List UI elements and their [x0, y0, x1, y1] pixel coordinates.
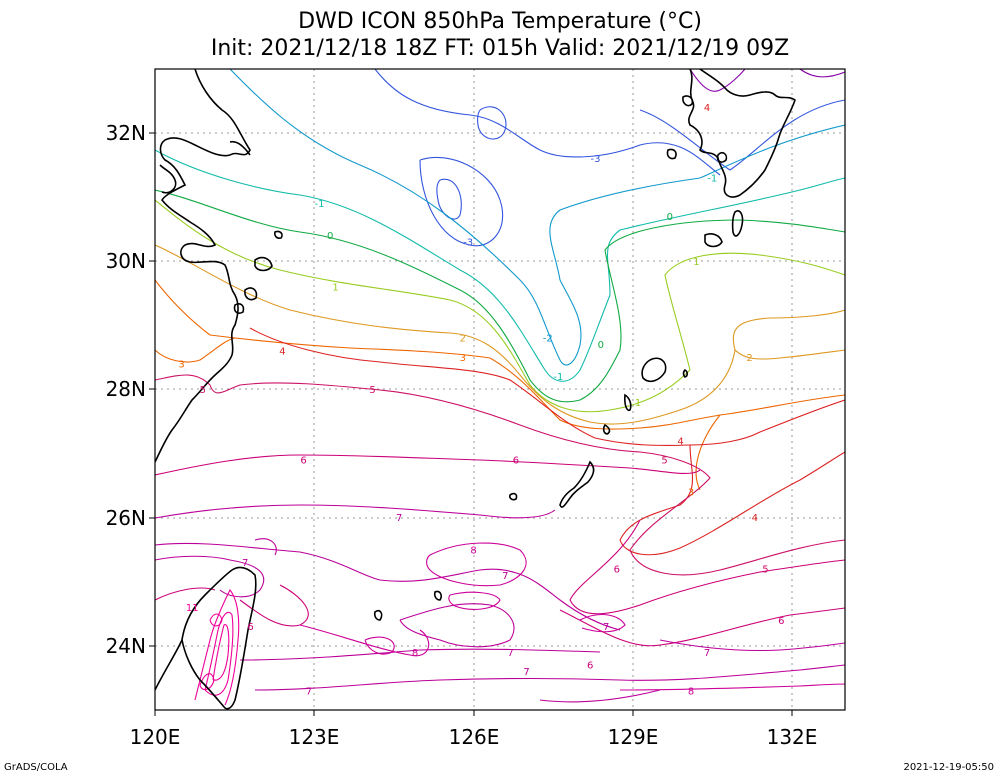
contour-label: 2: [460, 334, 466, 345]
footer-timestamp: 2021-12-19-05:50: [903, 762, 994, 773]
contour-label: -1: [315, 199, 325, 210]
contour-label: 2: [746, 353, 752, 364]
y-tick-label: 32N: [106, 121, 146, 145]
contour-label: 3: [460, 353, 466, 364]
contour-label: 7: [242, 558, 248, 569]
footer-software-label: GrADS/COLA: [4, 762, 68, 773]
contour-label: 4: [752, 513, 758, 524]
contour-label: 3: [178, 359, 184, 370]
x-tick-label: 120E: [130, 725, 181, 749]
x-axis-labels: 120E 123E 126E 129E 132E: [130, 725, 818, 749]
temperature-contours: [155, 69, 845, 706]
x-tick-label: 123E: [289, 725, 340, 749]
contour-label: 1: [332, 282, 338, 293]
contour-label: 6: [778, 616, 784, 627]
coastlines: [155, 69, 796, 710]
contour-label: -2: [543, 334, 553, 345]
contour-label: 7: [396, 513, 402, 524]
contour-label: -3: [591, 154, 601, 165]
contour-label: 7: [523, 667, 529, 678]
contour-label: 11: [186, 603, 199, 614]
contour-label: 6: [300, 456, 306, 467]
contour-label: -3: [463, 238, 473, 249]
y-tick-label: 26N: [106, 506, 146, 530]
contour-label: 5: [661, 456, 667, 467]
contour-label: 5: [762, 565, 768, 576]
axis-ticks: [149, 132, 793, 716]
contour-label: 6: [587, 661, 593, 672]
contour-label: 1: [693, 257, 699, 268]
contour-label: 6: [614, 565, 620, 576]
contour-label: 5: [200, 385, 206, 396]
contour-label: 6: [247, 622, 253, 633]
contour-label: 7: [603, 622, 609, 633]
contour-label: 0: [667, 212, 673, 223]
contour-label: 3: [688, 488, 694, 499]
map-subtitle: Init: 2021/12/18 18Z FT: 015h Valid: 202…: [210, 36, 790, 61]
y-tick-label: 28N: [106, 377, 146, 401]
contour-label: 7: [502, 571, 508, 582]
y-tick-label: 24N: [106, 634, 146, 658]
contour-label: 4: [279, 347, 285, 358]
contour-label: -1: [553, 372, 563, 383]
contour-label: 4: [677, 436, 683, 447]
contour-label: 8: [688, 686, 694, 697]
contour-label: 8: [470, 545, 476, 556]
x-tick-label: 126E: [449, 725, 500, 749]
contour-label: 5: [369, 385, 375, 396]
x-tick-label: 132E: [767, 725, 818, 749]
y-axis-labels: 32N 30N 28N 26N 24N: [106, 121, 146, 658]
contour-label: 7: [704, 648, 710, 659]
contour-label: 6: [513, 456, 519, 467]
contour-label: 8: [412, 648, 418, 659]
x-tick-label: 129E: [608, 725, 659, 749]
y-tick-label: 30N: [106, 249, 146, 273]
contour-label: 4: [704, 103, 710, 114]
map-title: DWD ICON 850hPa Temperature (°C): [298, 9, 702, 34]
contour-label: 1: [635, 398, 641, 409]
contour-label: 7: [306, 686, 312, 697]
contour-label: 7: [507, 648, 513, 659]
contour-label: -1: [707, 174, 717, 185]
contour-label: 0: [327, 231, 333, 242]
contour-label: 0: [598, 340, 604, 351]
grid-lines: [155, 69, 845, 710]
